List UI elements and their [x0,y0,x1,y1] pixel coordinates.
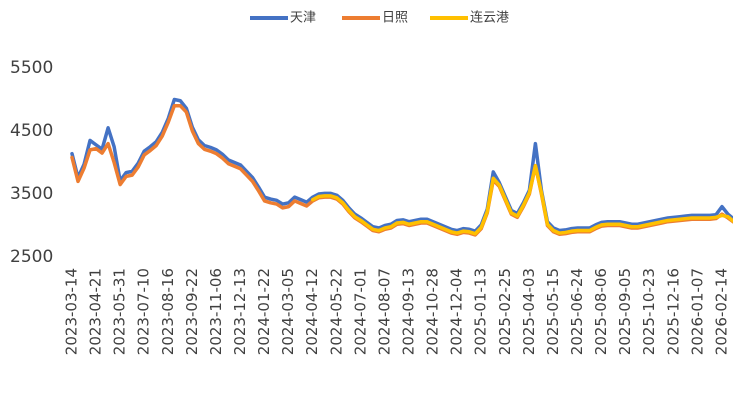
y-tick-label: 2500 [10,247,53,267]
x-tick-label: 2023-09-22 [183,268,201,355]
x-tick-label: 2024-05-22 [327,268,345,355]
series-line [70,97,733,233]
x-tick-label: 2023-12-13 [231,268,249,355]
legend-label: 日照 [382,11,408,26]
x-tick-label: 2024-04-12 [303,268,321,355]
x-tick-label: 2024-10-28 [424,268,442,355]
x-tick-label: 2025-10-23 [640,268,658,355]
x-tick-label: 2026-01-07 [688,268,706,355]
legend-label: 天津 [290,11,316,26]
x-tick-label: 2023-05-31 [111,268,129,355]
y-tick-label: 3500 [10,184,53,204]
x-tick-label: 2025-01-13 [472,268,490,355]
x-tick-label: 2023-03-14 [63,268,81,355]
x-tick-label: 2024-08-07 [375,268,393,355]
x-tick-label: 2025-12-16 [664,268,682,355]
x-tick-label: 2025-05-15 [544,268,562,355]
y-tick-label: 4500 [10,121,53,141]
series-line [70,104,733,237]
x-tick-label: 2024-07-01 [351,268,369,355]
x-tick-label: 2023-08-16 [159,268,177,355]
x-tick-label: 2024-12-04 [448,268,466,355]
x-tick-label: 2024-01-22 [255,268,273,355]
series-line [310,163,733,236]
y-tick-label: 5500 [10,58,53,78]
x-tick-label: 2025-06-24 [568,268,586,355]
x-tick-label: 2023-11-06 [207,268,225,355]
legend-label: 连云港 [470,10,509,26]
x-tick-label: 2023-07-10 [135,268,153,355]
x-tick-label: 2026-02-14 [712,268,730,355]
x-tick-label: 2024-03-05 [279,268,297,355]
x-tick-label: 2023-04-21 [87,268,105,355]
x-tick-label: 2024-09-13 [400,268,418,355]
x-tick-label: 2025-04-03 [520,268,538,355]
x-tick-label: 2025-02-25 [496,268,514,355]
x-tick-label: 2025-09-05 [616,268,634,355]
x-tick-label: 2025-08-06 [592,268,610,355]
